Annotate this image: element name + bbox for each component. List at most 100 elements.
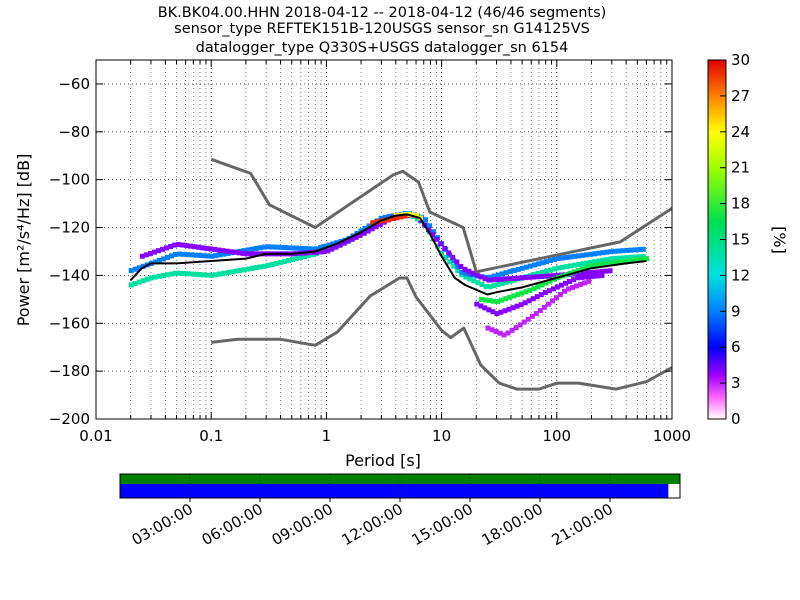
psd-histogram-cell <box>192 244 198 250</box>
psd-histogram-cell <box>612 260 618 266</box>
psd-histogram-cell <box>446 250 452 256</box>
psd-histogram-cell <box>330 241 336 247</box>
model-lines <box>129 157 673 391</box>
psd-histogram-cell <box>510 305 516 311</box>
psd-histogram-cell <box>377 221 383 227</box>
psd-histogram-cell <box>302 246 308 252</box>
psd-histogram-cell <box>554 284 560 290</box>
psd-heatmap <box>128 211 650 338</box>
psd-histogram-cell <box>490 309 496 315</box>
psd-histogram-cell <box>454 259 460 265</box>
psd-histogram-cell <box>541 304 547 310</box>
y-tick-label: −200 <box>49 410 90 428</box>
psd-histogram-cell <box>562 280 568 286</box>
psd-histogram-cell <box>572 253 578 259</box>
psd-histogram-cell <box>337 242 343 248</box>
high-noise-model-line <box>210 157 673 274</box>
psd-histogram-cell <box>495 282 501 288</box>
psd-histogram-cell <box>293 256 299 262</box>
psd-histogram-cell <box>213 253 219 259</box>
psd-histogram-cell <box>365 228 371 234</box>
psd-histogram-cell <box>543 259 549 265</box>
psd-histogram-cell <box>201 272 207 278</box>
psd-histogram-cell <box>494 311 500 317</box>
psd-histogram-cell <box>580 261 586 267</box>
psd-histogram-cell <box>571 277 577 283</box>
psd-histogram-cell <box>265 244 271 250</box>
psd-histogram-cell <box>463 271 469 277</box>
psd-histogram-cell <box>583 265 589 271</box>
psd-histogram-cell <box>487 274 493 280</box>
psd-histogram-cell <box>620 255 626 261</box>
psd-histogram-cell <box>636 254 642 260</box>
psd-histogram-cell <box>217 252 223 258</box>
psd-histogram-cell <box>358 228 364 234</box>
x-axis-label: Period [s] <box>345 451 421 470</box>
psd-histogram-cell <box>277 259 283 265</box>
psd-histogram-cell <box>302 254 308 260</box>
psd-histogram-cell <box>632 247 638 253</box>
psd-histogram-cell <box>398 214 404 220</box>
psd-histogram-cell <box>470 270 476 276</box>
psd-histogram-cell <box>459 272 465 278</box>
psd-histogram-cell <box>225 270 231 276</box>
psd-histogram-cell <box>273 260 279 266</box>
psd-histogram-cell <box>526 298 532 304</box>
psd-histogram-cell <box>478 303 484 309</box>
psd-histogram-cell <box>208 246 214 252</box>
psd-histogram-cell <box>467 271 473 277</box>
psd-histogram-cell <box>543 280 549 286</box>
y-tick-label: −60 <box>58 75 90 93</box>
psd-histogram-cell <box>213 272 219 278</box>
coverage-gap-bar <box>120 474 680 484</box>
psd-histogram-cell <box>257 245 263 251</box>
psd-histogram-cell <box>588 259 594 265</box>
psd-histogram-cell <box>530 296 536 302</box>
psd-histogram-cell <box>180 242 186 248</box>
psd-histogram-cell <box>628 258 634 264</box>
psd-histogram-cell <box>579 270 585 276</box>
psd-histogram-cell <box>495 299 501 305</box>
time-tick-label: 12:00:00 <box>339 500 406 549</box>
psd-histogram-cell <box>620 259 626 265</box>
psd-histogram-cell <box>333 244 339 250</box>
psd-histogram-cell <box>423 217 429 223</box>
y-tick-label: −160 <box>49 314 90 332</box>
psd-histogram-cell <box>277 244 283 250</box>
psd-histogram-cell <box>491 283 497 289</box>
psd-histogram-cell <box>329 246 335 252</box>
psd-histogram-cell <box>482 276 488 282</box>
psd-histogram-cell <box>326 242 332 248</box>
psd-histogram-cell <box>620 248 626 254</box>
psd-histogram-cell <box>519 265 525 271</box>
psd-histogram-cell <box>427 223 433 229</box>
psd-histogram-cell <box>253 265 259 271</box>
psd-histogram-cell <box>547 273 553 279</box>
psd-histogram-cell <box>486 277 492 283</box>
psd-histogram-cell <box>362 225 368 231</box>
psd-histogram-cell <box>386 216 392 222</box>
psd-histogram-cell <box>298 245 304 251</box>
psd-histogram-cell <box>543 268 549 274</box>
psd-histogram-cell <box>509 327 515 333</box>
time-tick-label: 18:00:00 <box>479 500 546 549</box>
psd-histogram-cell <box>136 279 142 285</box>
psd-histogram-cell <box>599 273 605 279</box>
time-tick-label: 21:00:00 <box>549 500 616 549</box>
psd-histogram-cell <box>515 266 521 272</box>
psd-histogram-cell <box>506 306 512 312</box>
psd-histogram-cell <box>519 290 525 296</box>
psd-histogram-cell <box>502 308 508 314</box>
psd-histogram-cell <box>612 255 618 261</box>
coverage-data-bar <box>120 484 669 498</box>
psd-histogram-cell <box>458 264 464 270</box>
psd-histogram-cell <box>550 286 556 292</box>
psd-histogram-cell <box>632 254 638 260</box>
psd-histogram-cell <box>596 258 602 264</box>
psd-histogram-cell <box>539 282 545 288</box>
psd-histogram-cell <box>245 266 251 272</box>
psd-histogram-cell <box>584 260 590 266</box>
colorbar-tick-label: 6 <box>731 338 741 356</box>
psd-histogram-cell <box>451 258 457 264</box>
